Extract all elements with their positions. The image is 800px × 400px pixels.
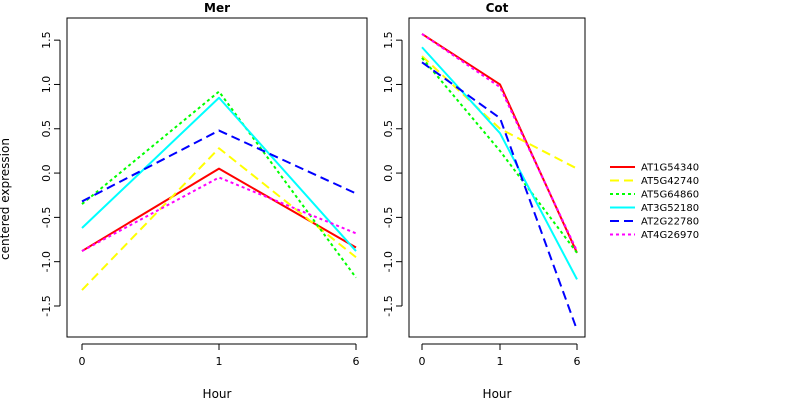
x-tick-label: 0 bbox=[419, 355, 426, 368]
legend-item: AT1G54340 bbox=[610, 163, 699, 174]
series-line-at5g64860 bbox=[81, 90, 357, 279]
series-group bbox=[421, 33, 578, 331]
series-line-at3g52180 bbox=[421, 46, 578, 280]
legend-label: AT5G42740 bbox=[641, 176, 699, 187]
y-tick-label: 1.5 bbox=[40, 31, 53, 49]
panel-cot: Cot -1.5 -1.0 -0.5 0.0 0.5 1.0 1.5 0 1 6 Hour bbox=[382, 1, 586, 400]
y-tick-label: -0.5 bbox=[40, 207, 53, 228]
y-tick-label: 1.0 bbox=[382, 76, 395, 94]
series-line-at5g42740 bbox=[81, 147, 357, 291]
legend: AT1G54340 AT5G42740 AT5G64860 AT3G52180 AT2G… bbox=[610, 163, 699, 241]
series-line-at2g22780 bbox=[421, 61, 578, 331]
legend-label: AT2G22780 bbox=[641, 217, 699, 228]
x-tick-label: 1 bbox=[497, 355, 504, 368]
y-tick-label: -0.5 bbox=[382, 207, 395, 228]
y-tick-label: -1.0 bbox=[40, 251, 53, 272]
y-tick-label: -1.5 bbox=[382, 295, 395, 316]
x-tick-label: 6 bbox=[574, 355, 581, 368]
y-tick-label: 0.5 bbox=[40, 120, 53, 138]
plot-frame bbox=[408, 17, 586, 338]
y-tick-label: 0.0 bbox=[40, 164, 53, 182]
series-group bbox=[81, 90, 357, 291]
panel-mer: Mer -1.5 -1.0 -0.5 0.0 0.5 1.0 1.5 0 1 6 Hour bbox=[40, 1, 368, 400]
series-line-at4g26970 bbox=[421, 33, 578, 252]
plot-frame bbox=[66, 17, 368, 338]
legend-item: AT3G52180 bbox=[610, 203, 699, 214]
x-tick-label: 0 bbox=[79, 355, 86, 368]
legend-label: AT1G54340 bbox=[641, 163, 699, 174]
y-axis-title: centered expression bbox=[0, 138, 12, 260]
x-axis-title: Hour bbox=[203, 387, 232, 400]
panels-layer: Mer -1.5 -1.0 -0.5 0.0 0.5 1.0 1.5 0 1 6 Hour Cot -1.… bbox=[40, 1, 586, 400]
panel-title: Cot bbox=[486, 1, 509, 15]
legend-item: AT4G26970 bbox=[610, 230, 699, 241]
y-tick-label: -1.5 bbox=[40, 295, 53, 316]
legend-item: AT5G42740 bbox=[610, 176, 699, 187]
series-line-at5g64860 bbox=[421, 57, 578, 254]
y-tick-label: 1.0 bbox=[40, 76, 53, 94]
series-line-at4g26970 bbox=[81, 176, 357, 252]
y-tick-label: -1.0 bbox=[382, 251, 395, 272]
series-line-at2g22780 bbox=[81, 129, 357, 203]
legend-label: AT5G64860 bbox=[641, 190, 699, 201]
legend-label: AT3G52180 bbox=[641, 203, 699, 214]
series-line-at1g54340 bbox=[421, 33, 578, 254]
y-tick-label: 1.5 bbox=[382, 31, 395, 49]
legend-item: AT2G22780 bbox=[610, 217, 699, 228]
legend-label: AT4G26970 bbox=[641, 230, 699, 241]
x-tick-label: 1 bbox=[216, 355, 223, 368]
x-axis-title: Hour bbox=[483, 387, 512, 400]
x-tick-label: 6 bbox=[353, 355, 360, 368]
series-line-at3g52180 bbox=[81, 96, 357, 252]
panel-title: Mer bbox=[204, 1, 230, 15]
y-tick-label: 0.5 bbox=[382, 120, 395, 138]
y-tick-label: 0.0 bbox=[382, 164, 395, 182]
legend-item: AT5G64860 bbox=[610, 190, 699, 201]
